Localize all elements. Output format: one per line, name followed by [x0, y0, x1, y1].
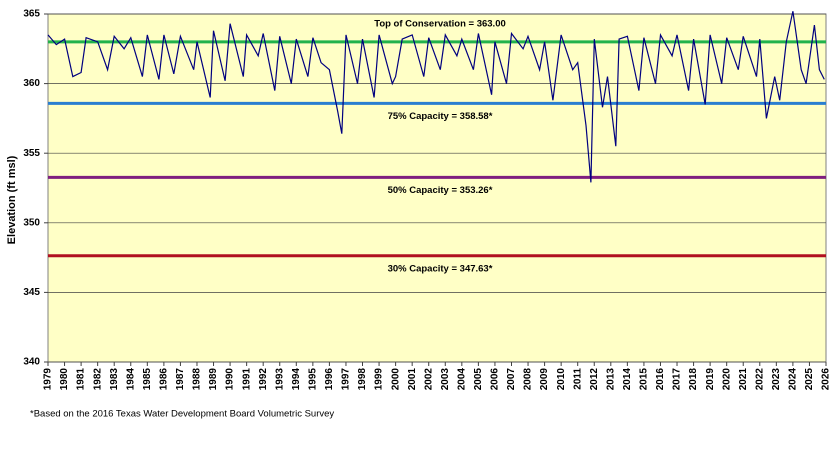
y-tick-label: 345: [23, 287, 40, 298]
x-tick-label: 1996: [324, 368, 335, 391]
x-tick-label: 2001: [407, 368, 418, 391]
x-tick-label: 1998: [357, 368, 368, 391]
x-tick-label: 2002: [423, 368, 434, 391]
y-tick-label: 350: [23, 217, 40, 228]
x-tick-label: 2013: [605, 368, 616, 391]
x-tick-label: 1983: [109, 368, 120, 391]
x-tick-label: 2023: [771, 368, 782, 391]
plot-area: [47, 13, 827, 363]
x-tick-label: 2011: [572, 368, 583, 390]
footnote: *Based on the 2016 Texas Water Developme…: [30, 409, 334, 420]
elevation-line: [47, 11, 825, 183]
x-tick-label: 2025: [804, 368, 815, 391]
x-tick-label: 2009: [539, 368, 550, 391]
x-tick-label: 1997: [341, 368, 352, 391]
x-tick-label: 1982: [92, 368, 103, 391]
x-tick-label: 1989: [208, 368, 219, 391]
x-tick-label: 2020: [721, 368, 732, 391]
x-tick-label: 1985: [142, 368, 153, 391]
x-tick-label: 2024: [788, 368, 799, 391]
y-tick-label: 355: [23, 148, 40, 159]
x-tick-label: 1999: [374, 368, 385, 391]
x-tick-label: 2003: [440, 368, 451, 391]
x-tick-label: 2019: [705, 368, 716, 391]
x-tick-label: 2010: [556, 368, 567, 391]
x-tick-label: 1991: [241, 368, 252, 391]
x-tick-label: 1994: [291, 368, 302, 391]
x-tick-label: 2022: [754, 368, 765, 391]
x-tick-label: 2015: [639, 368, 650, 391]
x-tick-label: 1984: [125, 368, 136, 391]
x-tick-label: 1980: [59, 368, 70, 391]
x-tick-label: 1987: [175, 368, 186, 391]
x-tick-label: 1979: [43, 368, 54, 391]
y-axis-label: Elevation (ft msl): [6, 155, 18, 244]
x-tick-label: 1993: [274, 368, 285, 391]
x-tick-label: 2021: [738, 368, 749, 391]
x-tick-label: 2012: [589, 368, 600, 391]
reference-label: 50% Capacity = 353.26*: [388, 185, 493, 196]
x-tick-label: 2004: [456, 368, 467, 391]
x-tick-label: 1986: [159, 368, 170, 391]
x-tick-label: 2007: [506, 368, 517, 391]
x-tick-label: 2017: [672, 368, 683, 391]
x-tick-label: 1990: [225, 368, 236, 391]
x-tick-label: 2016: [655, 368, 666, 391]
x-tick-label: 2008: [523, 368, 534, 391]
x-tick-label: 2005: [473, 368, 484, 391]
reference-label: 30% Capacity = 347.63*: [388, 263, 493, 274]
x-tick-label: 2000: [390, 368, 401, 391]
x-tick-label: 2014: [622, 368, 633, 391]
x-tick-label: 2018: [688, 368, 699, 391]
x-tick-label: 1981: [76, 368, 87, 391]
x-tick-label: 2006: [490, 368, 501, 391]
y-tick-label: 340: [23, 357, 40, 368]
x-tick-label: 1992: [258, 368, 269, 391]
y-tick-label: 365: [23, 9, 40, 20]
x-tick-label: 1995: [307, 368, 318, 391]
y-tick-label: 360: [23, 78, 40, 89]
reference-label: 75% Capacity = 358.58*: [388, 111, 493, 122]
x-tick-label: 2026: [821, 368, 832, 391]
x-tick-label: 1988: [192, 368, 203, 391]
reference-label: Top of Conservation = 363.00: [374, 18, 506, 29]
